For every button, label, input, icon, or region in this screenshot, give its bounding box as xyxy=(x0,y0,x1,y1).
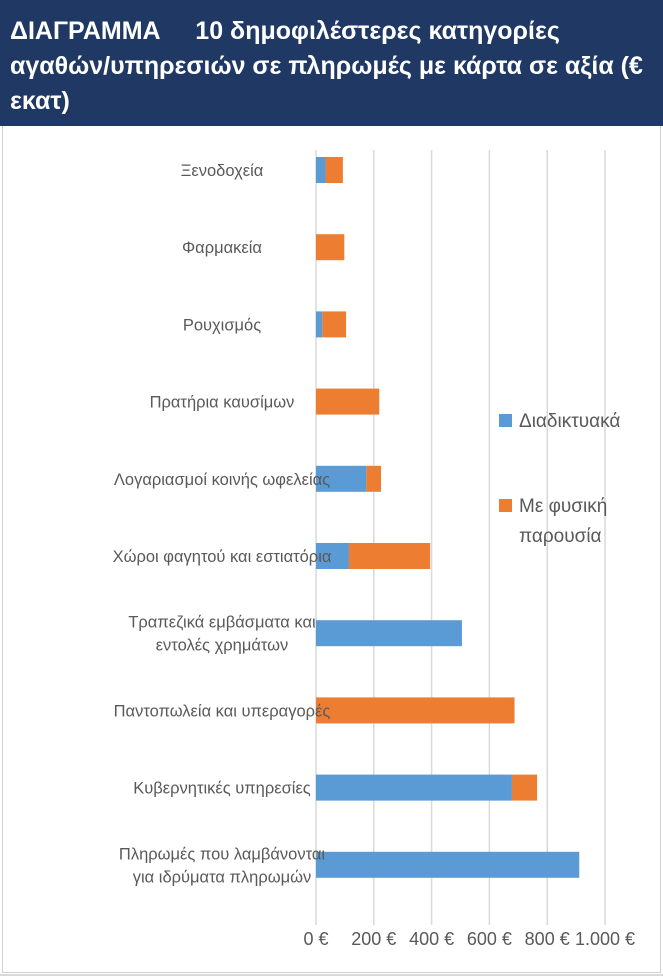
x-tick-label: 400 € xyxy=(409,929,454,949)
category-label: για ιδρύματα πληρωμών xyxy=(133,868,311,886)
x-tick-label: 0 € xyxy=(303,929,328,949)
legend-label: Διαδικτυακά xyxy=(519,411,620,432)
legend-swatch xyxy=(499,499,512,512)
category-label: Ρουχισμός xyxy=(183,316,261,334)
category-label: εντολές χρημάτων xyxy=(156,637,289,655)
bar-online xyxy=(316,311,323,338)
x-tick-label: 600 € xyxy=(467,929,512,949)
legend-label: Με φυσική xyxy=(519,496,607,517)
bar-physical xyxy=(316,234,345,261)
category-label: Λογαριασμοί κοινής ωφελείας xyxy=(114,471,330,489)
category-label: Κυβερνητικές υπηρεσίες xyxy=(133,780,311,798)
category-label: Τραπεζικά εμβάσματα και xyxy=(128,614,316,632)
chart-header: ΔΙΑΓΡΑΜΜΑ 10 δημοφιλέστερες κατηγορίες α… xyxy=(0,0,663,126)
chart-frame xyxy=(2,126,661,973)
divider xyxy=(0,974,663,976)
x-tick-label: 800 € xyxy=(525,929,570,949)
category-label: Παντοπωλεία και υπεραγορές xyxy=(114,702,331,720)
bar-physical xyxy=(325,157,343,183)
x-tick-label: 1.000 € xyxy=(575,929,635,949)
bar-physical xyxy=(511,774,538,801)
bar-physical xyxy=(322,311,347,338)
category-label: Χώροι φαγητού και εστιατόρια xyxy=(113,548,332,566)
bar-physical xyxy=(316,697,515,724)
bar-physical xyxy=(366,465,382,492)
chart-title: ΔΙΑΓΡΑΜΜΑ 10 δημοφιλέστερες κατηγορίες α… xyxy=(10,17,650,115)
category-label: Πρατήρια καυσίμων xyxy=(150,394,295,412)
bar-online xyxy=(316,851,580,878)
legend-swatch xyxy=(499,414,512,427)
category-label: Πληρωμές που λαμβάνονται xyxy=(119,845,326,863)
x-tick-label: 200 € xyxy=(351,929,396,949)
bar-online xyxy=(316,157,326,183)
bar-online xyxy=(316,774,512,801)
bar-physical xyxy=(348,543,431,569)
bar-online xyxy=(316,543,349,569)
bar-online xyxy=(316,465,367,492)
legend-label: παρουσία xyxy=(519,526,602,547)
category-label: Φαρμακεία xyxy=(182,239,262,257)
bar-physical xyxy=(316,388,380,415)
category-label: Ξενοδοχεία xyxy=(181,162,264,180)
bar-online xyxy=(316,620,462,647)
